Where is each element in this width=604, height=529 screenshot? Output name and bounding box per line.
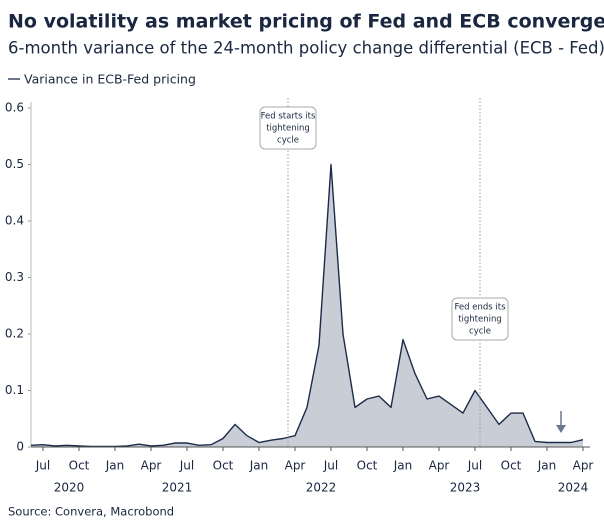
x-tick-label: Oct xyxy=(501,459,522,473)
y-tick-label: 0 xyxy=(16,440,24,454)
chart-subtitle: 6-month variance of the 24-month policy … xyxy=(8,39,604,58)
annotation-text: cycle xyxy=(469,327,491,337)
y-tick-label: 0.5 xyxy=(5,157,24,171)
x-group-label: 2020 xyxy=(54,481,85,495)
x-group-label: 2021 xyxy=(162,481,193,495)
annotation-text: Fed ends its xyxy=(454,303,506,313)
annotation-box xyxy=(451,297,509,341)
legend-label: Variance in ECB-Fed pricing xyxy=(24,72,196,87)
x-tick-label: Apr xyxy=(573,459,594,473)
arrow xyxy=(556,411,566,433)
x-tick-label: Jan xyxy=(105,459,125,473)
annotation-text: Fed starts its xyxy=(261,112,316,122)
x-tick-label: Apr xyxy=(285,459,306,473)
annotation-text: tightening xyxy=(266,124,310,134)
y-tick-label: 0.6 xyxy=(5,101,24,115)
x-tick-label: Jul xyxy=(179,459,194,473)
y-tick-label: 0.3 xyxy=(5,270,24,284)
annotation-text: cycle xyxy=(277,136,299,146)
x-tick-label: Jan xyxy=(249,459,269,473)
y-tick-label: 0.2 xyxy=(5,327,24,341)
annotation-text: tightening xyxy=(458,315,502,325)
y-tick-label: 0.4 xyxy=(5,214,24,228)
x-tick-label: Oct xyxy=(69,459,90,473)
source-note: Source: Convera, Macrobond xyxy=(8,505,174,519)
x-tick-label: Apr xyxy=(141,459,162,473)
x-tick-label: Jul xyxy=(35,459,50,473)
x-group-label: 2022 xyxy=(306,481,337,495)
x-tick-label: Oct xyxy=(357,459,378,473)
annotation-box xyxy=(259,106,317,150)
x-tick-label: Jul xyxy=(467,459,482,473)
series-line xyxy=(30,163,584,448)
x-group-label: 2023 xyxy=(450,481,481,495)
x-group-label: 2024 xyxy=(558,481,589,495)
x-tick-label: Oct xyxy=(213,459,234,473)
y-tick-label: 0.1 xyxy=(5,383,24,397)
x-tick-label: Jan xyxy=(393,459,413,473)
x-tick-label: Apr xyxy=(429,459,450,473)
x-tick-label: Jul xyxy=(323,459,338,473)
x-tick-label: Jan xyxy=(537,459,557,473)
chart-title: No volatility as market pricing of Fed a… xyxy=(8,11,604,33)
